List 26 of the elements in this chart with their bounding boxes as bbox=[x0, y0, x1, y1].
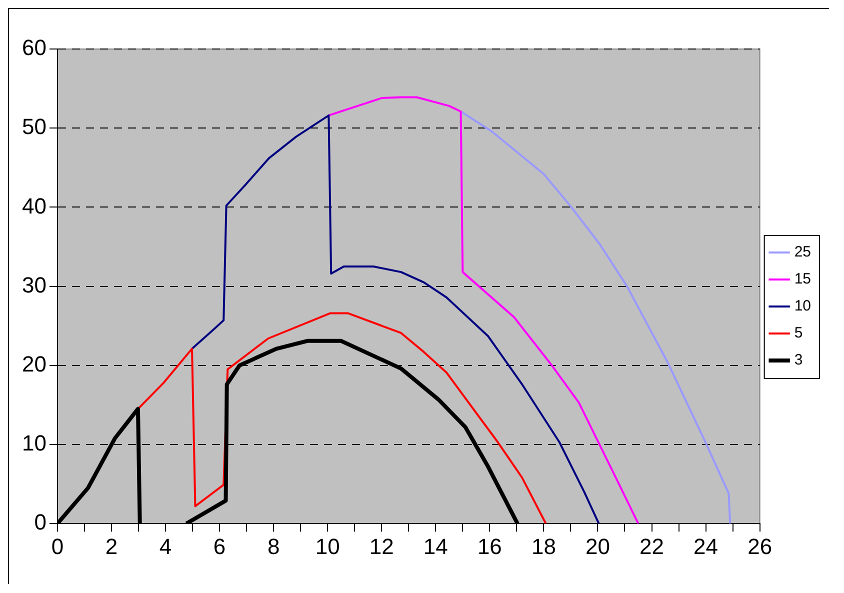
y-tick-label: 50 bbox=[22, 114, 46, 140]
y-tick-label: 30 bbox=[22, 272, 46, 298]
legend-label: 15 bbox=[794, 270, 812, 288]
y-tick-label: 60 bbox=[22, 35, 46, 60]
legend-label: 5 bbox=[794, 324, 803, 342]
x-tick-label: 16 bbox=[477, 534, 502, 559]
x-tick-label: 8 bbox=[267, 534, 280, 559]
x-tick-label: 2 bbox=[105, 534, 118, 559]
x-tick-label: 18 bbox=[531, 534, 556, 559]
y-tick-label: 20 bbox=[22, 351, 46, 376]
x-tick-label: 14 bbox=[423, 534, 448, 559]
y-tick-label: 40 bbox=[22, 193, 46, 218]
legend-label: 3 bbox=[794, 352, 803, 369]
y-tick-label: 10 bbox=[22, 430, 46, 456]
x-tick-label: 12 bbox=[369, 534, 394, 559]
x-tick-label: 22 bbox=[640, 534, 664, 559]
x-tick-label: 20 bbox=[585, 534, 610, 559]
x-tick-label: 26 bbox=[748, 534, 772, 559]
y-tick-label: 0 bbox=[34, 510, 46, 535]
legend-label: 25 bbox=[794, 244, 812, 261]
x-tick-label: 6 bbox=[213, 534, 226, 559]
x-tick-label: 10 bbox=[315, 534, 340, 559]
x-tick-label: 0 bbox=[51, 534, 64, 559]
legend-label: 10 bbox=[794, 298, 812, 315]
x-tick-label: 24 bbox=[694, 534, 718, 559]
x-tick-label: 4 bbox=[159, 534, 172, 559]
